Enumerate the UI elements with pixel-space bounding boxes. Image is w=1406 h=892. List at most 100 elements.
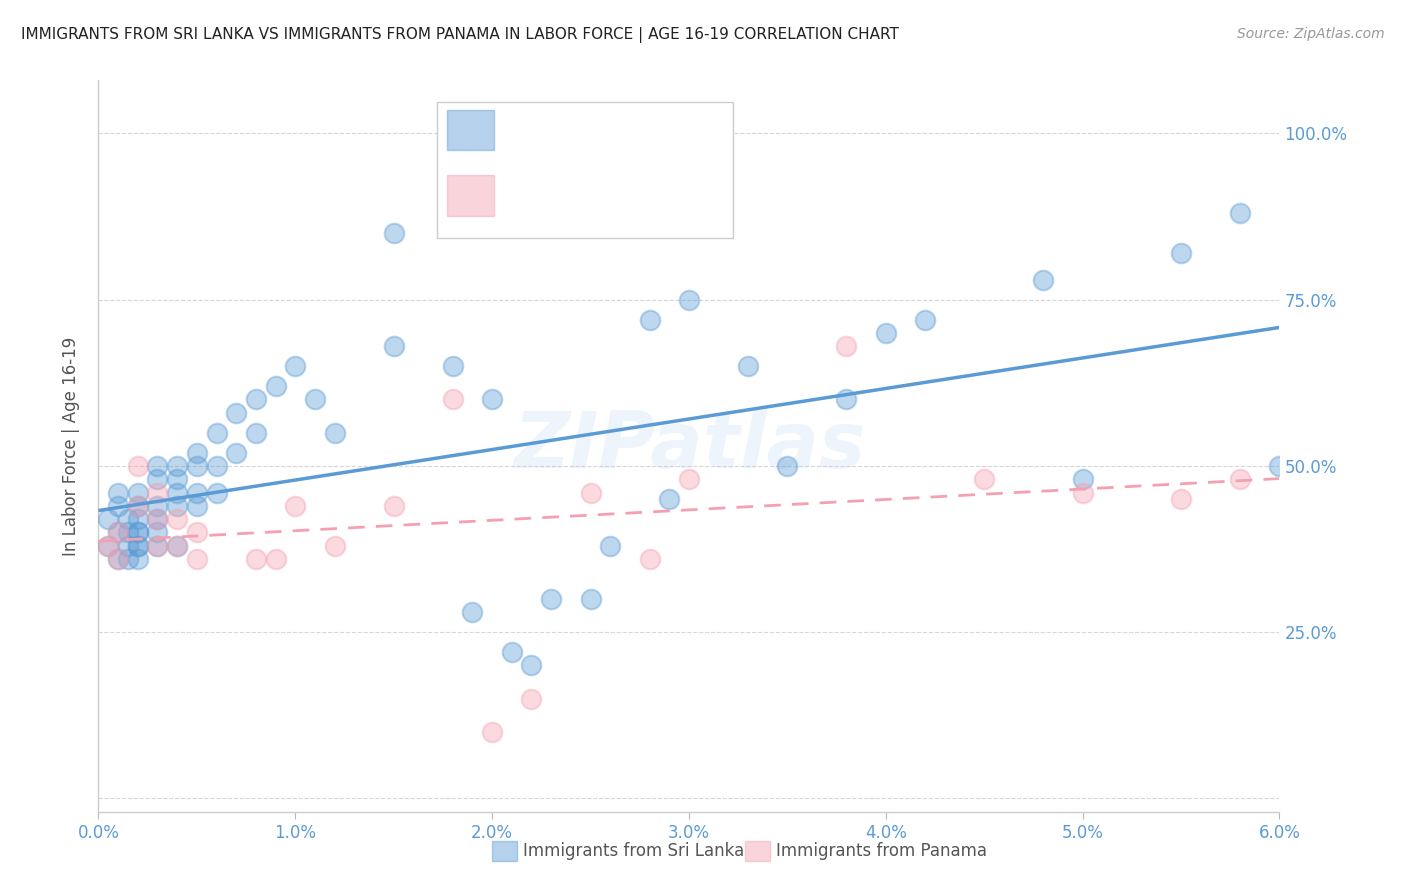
- Point: [127, 485, 149, 500]
- Point: [323, 425, 346, 440]
- Point: [146, 539, 169, 553]
- Point: [107, 485, 129, 500]
- Point: [1032, 273, 1054, 287]
- Point: [599, 539, 621, 553]
- Point: [127, 512, 149, 526]
- Point: [835, 392, 858, 407]
- Point: [117, 512, 139, 526]
- Point: [520, 691, 543, 706]
- Point: [97, 539, 120, 553]
- Point: [117, 552, 139, 566]
- Point: [264, 552, 287, 566]
- Text: N = 67: N = 67: [630, 120, 693, 138]
- Point: [382, 499, 405, 513]
- Point: [146, 485, 169, 500]
- Point: [146, 472, 169, 486]
- FancyBboxPatch shape: [437, 103, 733, 237]
- Point: [97, 512, 120, 526]
- Point: [461, 605, 484, 619]
- FancyBboxPatch shape: [447, 176, 494, 216]
- Point: [1268, 458, 1291, 473]
- Text: R = 0.274: R = 0.274: [512, 186, 602, 204]
- Point: [323, 539, 346, 553]
- Point: [205, 425, 228, 440]
- Text: N = 28: N = 28: [630, 186, 693, 204]
- Point: [146, 525, 169, 540]
- Point: [284, 359, 307, 374]
- Point: [441, 392, 464, 407]
- Point: [146, 512, 169, 526]
- Point: [166, 539, 188, 553]
- Point: [441, 359, 464, 374]
- Point: [579, 591, 602, 606]
- Point: [1229, 472, 1251, 486]
- Text: Source: ZipAtlas.com: Source: ZipAtlas.com: [1237, 27, 1385, 41]
- Point: [186, 445, 208, 459]
- Point: [127, 539, 149, 553]
- Point: [117, 539, 139, 553]
- Point: [166, 512, 188, 526]
- Point: [186, 485, 208, 500]
- Point: [97, 539, 120, 553]
- Point: [481, 725, 503, 739]
- Text: Immigrants from Panama: Immigrants from Panama: [776, 842, 987, 860]
- Point: [205, 458, 228, 473]
- Point: [225, 406, 247, 420]
- Point: [117, 525, 139, 540]
- Point: [127, 525, 149, 540]
- Text: ZIPatlas: ZIPatlas: [513, 408, 865, 484]
- Point: [1229, 206, 1251, 220]
- Point: [166, 539, 188, 553]
- Point: [678, 472, 700, 486]
- Point: [186, 458, 208, 473]
- Point: [127, 539, 149, 553]
- Point: [914, 312, 936, 326]
- Point: [501, 645, 523, 659]
- Point: [127, 525, 149, 540]
- Point: [382, 339, 405, 353]
- Point: [1170, 246, 1192, 260]
- Point: [284, 499, 307, 513]
- Point: [225, 445, 247, 459]
- Point: [1071, 472, 1094, 486]
- Point: [245, 552, 267, 566]
- Point: [146, 539, 169, 553]
- FancyBboxPatch shape: [447, 110, 494, 150]
- Point: [205, 485, 228, 500]
- Point: [382, 226, 405, 240]
- Point: [146, 499, 169, 513]
- Y-axis label: In Labor Force | Age 16-19: In Labor Force | Age 16-19: [62, 336, 80, 556]
- Point: [146, 458, 169, 473]
- Point: [127, 552, 149, 566]
- Point: [186, 525, 208, 540]
- Point: [638, 552, 661, 566]
- Point: [146, 512, 169, 526]
- Point: [638, 312, 661, 326]
- Text: IMMIGRANTS FROM SRI LANKA VS IMMIGRANTS FROM PANAMA IN LABOR FORCE | AGE 16-19 C: IMMIGRANTS FROM SRI LANKA VS IMMIGRANTS …: [21, 27, 898, 43]
- Point: [678, 293, 700, 307]
- Point: [875, 326, 897, 340]
- Point: [245, 425, 267, 440]
- Point: [264, 379, 287, 393]
- Point: [520, 658, 543, 673]
- Point: [127, 499, 149, 513]
- Text: R = 0.360: R = 0.360: [512, 120, 602, 138]
- Point: [107, 525, 129, 540]
- Point: [737, 359, 759, 374]
- Point: [107, 525, 129, 540]
- Point: [107, 499, 129, 513]
- Point: [127, 499, 149, 513]
- Point: [579, 485, 602, 500]
- Point: [166, 485, 188, 500]
- Point: [1170, 492, 1192, 507]
- Point: [107, 552, 129, 566]
- Point: [166, 472, 188, 486]
- Point: [186, 552, 208, 566]
- Point: [166, 458, 188, 473]
- Point: [304, 392, 326, 407]
- Point: [127, 458, 149, 473]
- Point: [540, 591, 562, 606]
- Point: [186, 499, 208, 513]
- Point: [245, 392, 267, 407]
- Point: [166, 499, 188, 513]
